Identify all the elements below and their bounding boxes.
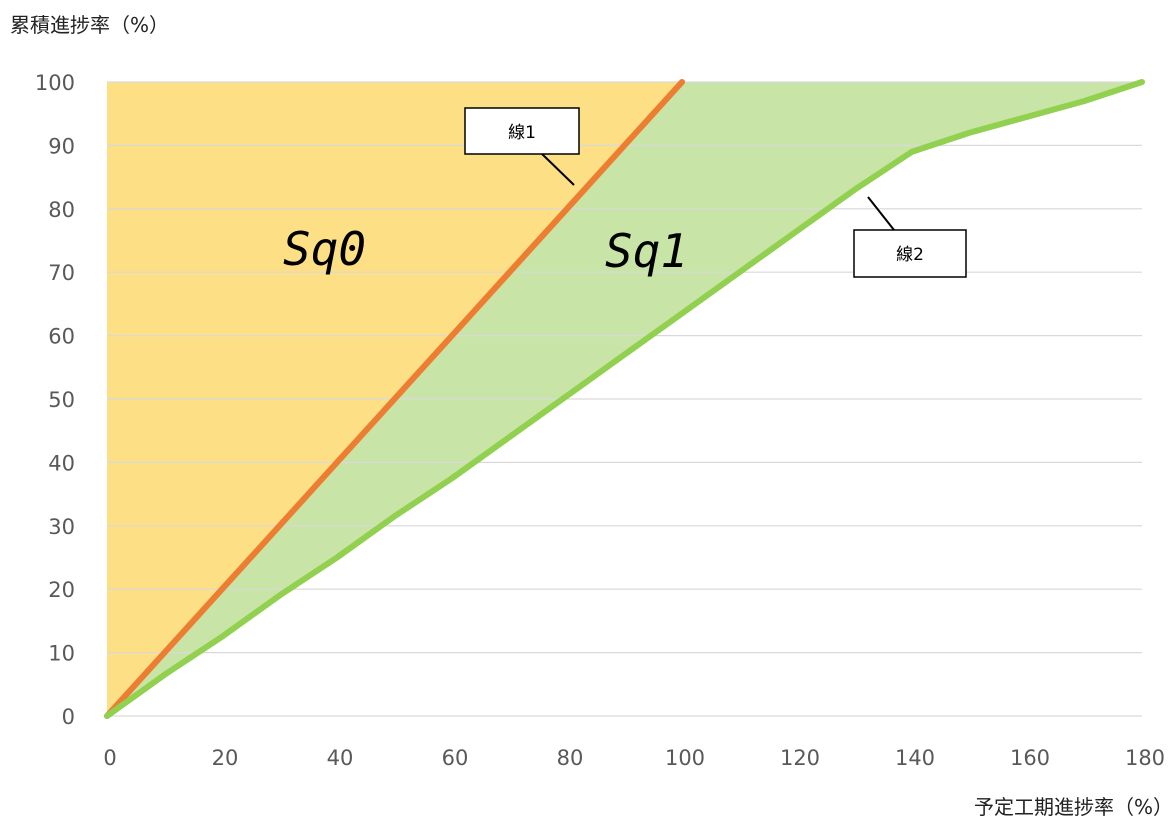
region-label-sq1: Sq1 xyxy=(605,224,688,278)
callout-line1-box xyxy=(464,107,580,155)
y-tick-label-10: 10 xyxy=(48,642,75,666)
y-tick-label-100: 100 xyxy=(35,71,75,95)
callout-line2: 線2 xyxy=(853,196,967,278)
callout-line2-label: 線2 xyxy=(896,245,924,265)
y-tick-label-40: 40 xyxy=(48,451,75,475)
x-tick-label-40: 40 xyxy=(327,746,354,770)
x-tick-label-160: 160 xyxy=(1010,746,1050,770)
callout-line2-box xyxy=(853,229,967,278)
x-axis-ticks: 0 20 40 60 80 100 120 140 160 180 xyxy=(103,746,1165,770)
x-tick-label-180: 180 xyxy=(1125,746,1165,770)
y-tick-label-60: 60 xyxy=(48,325,75,349)
y-tick-label-20: 20 xyxy=(48,578,75,602)
x-tick-label-20: 20 xyxy=(212,746,239,770)
y-axis-title: 累積進捗率（%） xyxy=(10,13,169,37)
series-line-2 xyxy=(104,79,1145,719)
x-tick-label-100: 100 xyxy=(665,746,705,770)
y-tick-label-30: 30 xyxy=(48,515,75,539)
region-label-sq0: Sq0 xyxy=(283,222,366,276)
callout-line1-label: 線1 xyxy=(508,123,536,143)
y-tick-label-80: 80 xyxy=(48,198,75,222)
callout-line2-leader xyxy=(867,196,895,231)
y-tick-label-90: 90 xyxy=(48,134,75,158)
y-tick-label-0: 0 xyxy=(62,705,75,729)
y-tick-label-70: 70 xyxy=(48,261,75,285)
x-tick-label-120: 120 xyxy=(780,746,820,770)
x-tick-label-60: 60 xyxy=(442,746,469,770)
x-tick-label-80: 80 xyxy=(557,746,584,770)
series-lines xyxy=(104,79,1145,719)
callout-line1-leader xyxy=(540,152,575,186)
series-line-1 xyxy=(104,79,685,719)
x-tick-label-140: 140 xyxy=(895,746,935,770)
y-axis-ticks: 0 10 20 30 40 50 60 70 80 90 100 xyxy=(35,71,75,729)
x-axis-title: 予定工期進捗率（%） xyxy=(974,795,1173,819)
callout-line1: 線1 xyxy=(464,107,580,186)
x-tick-label-0: 0 xyxy=(103,746,116,770)
y-tick-label-50: 50 xyxy=(48,388,75,412)
